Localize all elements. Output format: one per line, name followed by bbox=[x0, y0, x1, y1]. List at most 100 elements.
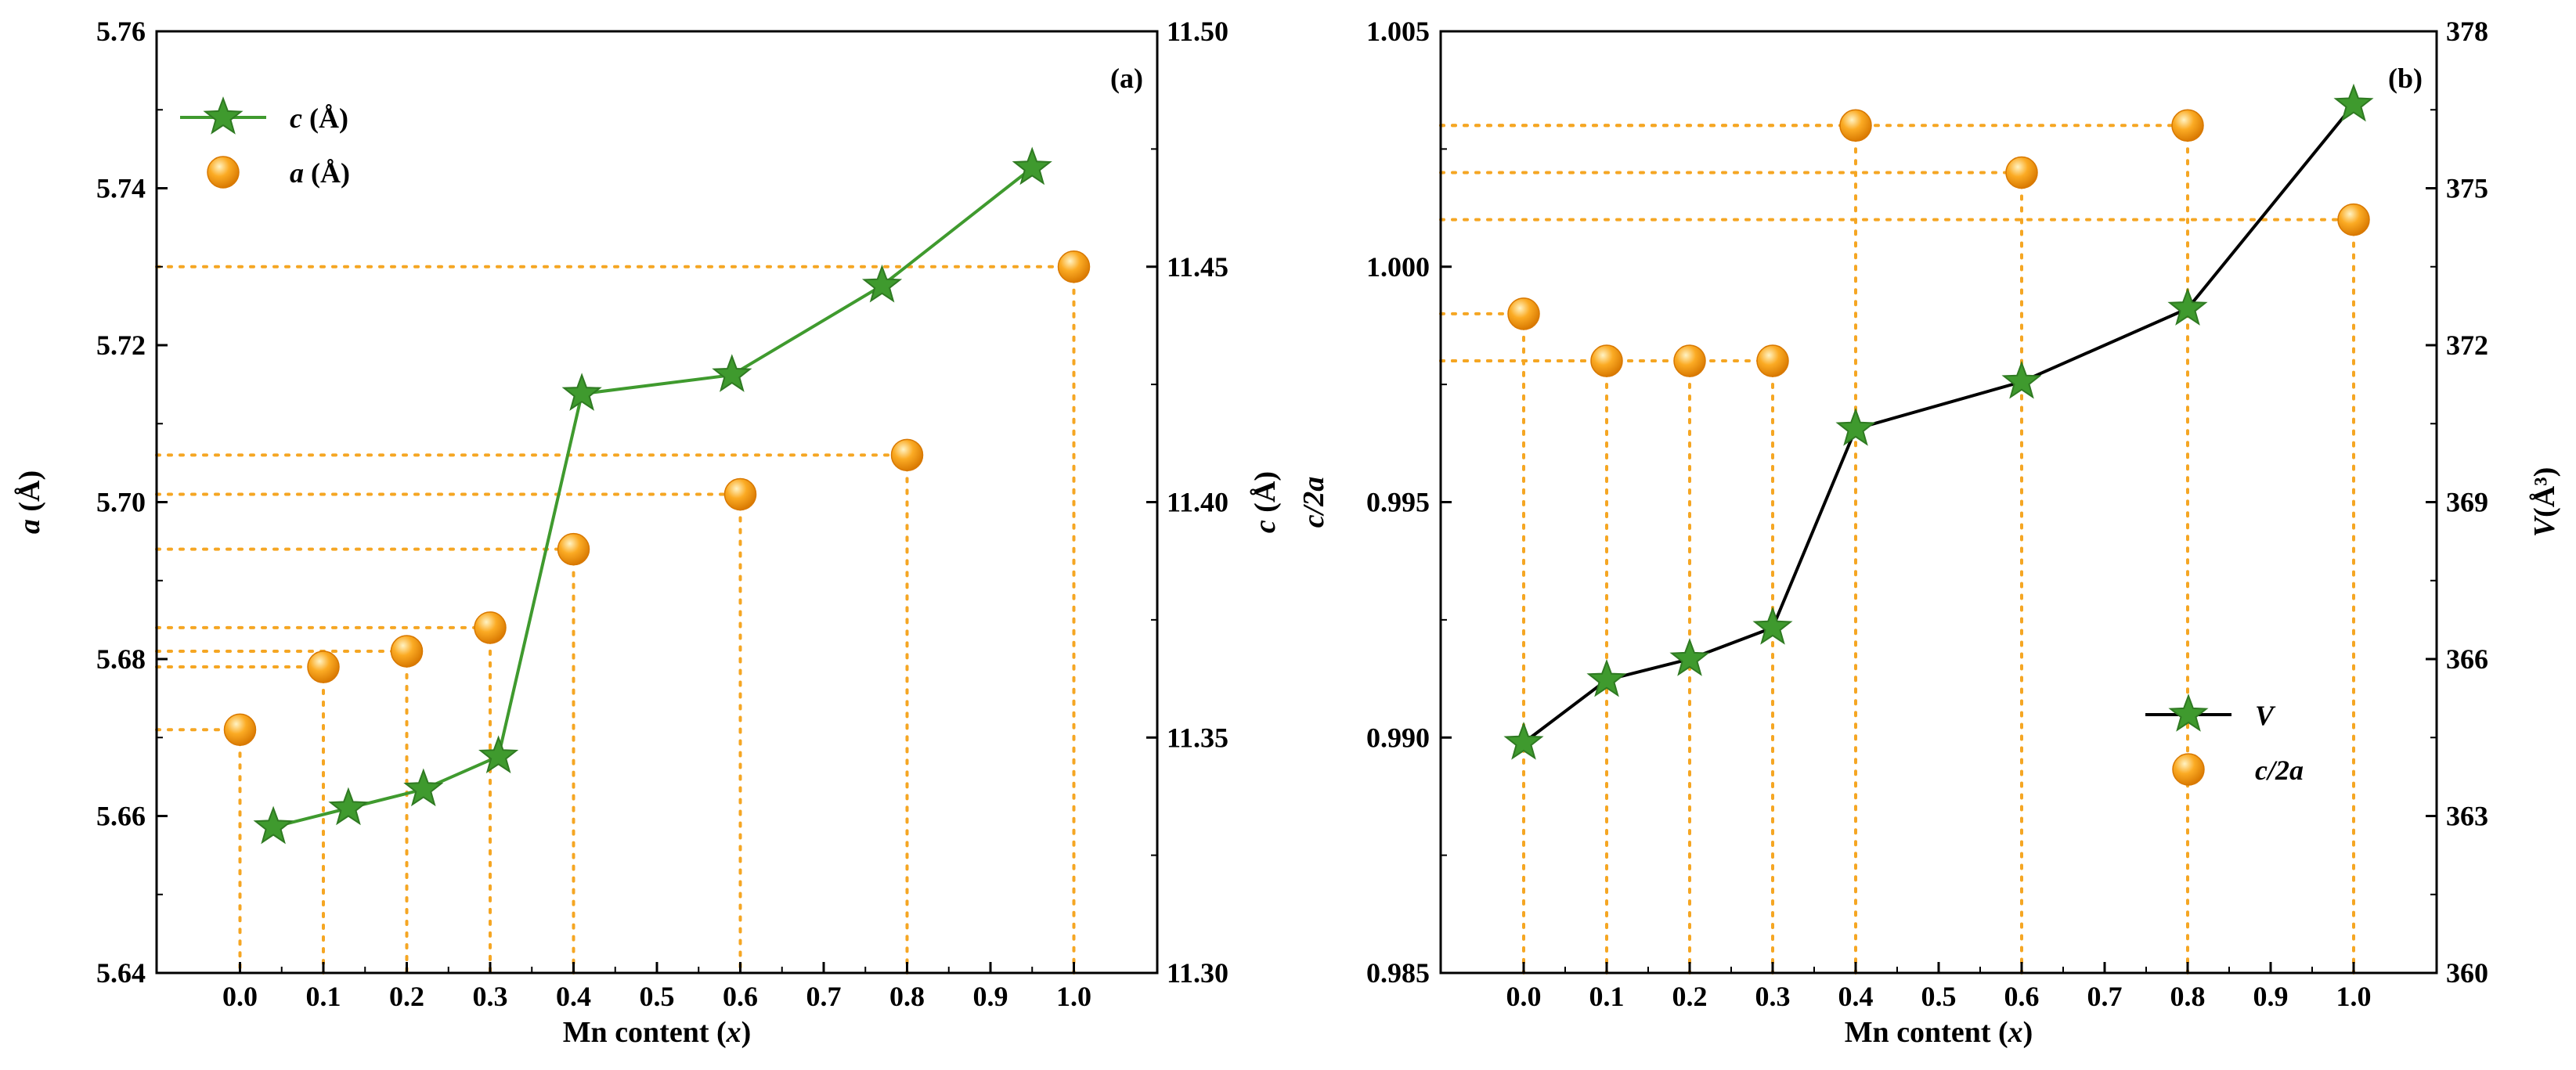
star-point bbox=[1586, 658, 1627, 697]
star-series-line bbox=[1522, 103, 2355, 744]
x-axis-label: Mn content (x) bbox=[563, 1016, 752, 1049]
left-tick-label: 5.66 bbox=[96, 801, 146, 832]
x-tick-label: 0.6 bbox=[2004, 981, 2040, 1012]
legend-label-var: c bbox=[290, 103, 302, 134]
right-tick-label: 372 bbox=[2446, 330, 2488, 361]
right-tick-label: 375 bbox=[2446, 173, 2488, 204]
x-tick-label: 0.5 bbox=[640, 981, 675, 1012]
star-point bbox=[2333, 83, 2374, 122]
sphere-point bbox=[390, 635, 424, 668]
right-tick-label: 11.30 bbox=[1167, 957, 1228, 989]
right-tick-label: 363 bbox=[2446, 801, 2488, 832]
left-tick-label: 0.985 bbox=[1366, 957, 1430, 989]
x-tick-label: 0.0 bbox=[1506, 981, 1542, 1012]
x-tick-label: 0.2 bbox=[389, 981, 424, 1012]
x-tick-label: 0.7 bbox=[2087, 981, 2123, 1012]
x-tick-label: 0.6 bbox=[723, 981, 758, 1012]
left-axis-label: a (Å) bbox=[13, 470, 46, 534]
legend-sphere-marker bbox=[207, 156, 240, 189]
sphere-point bbox=[890, 438, 924, 472]
x-axis-label-close: ) bbox=[2023, 1016, 2033, 1049]
left-tick-label: 1.005 bbox=[1366, 16, 1430, 47]
right-tick-label: 11.50 bbox=[1167, 16, 1228, 47]
star-point bbox=[1752, 607, 1793, 645]
sphere-point bbox=[1839, 109, 1872, 142]
x-axis-label-text: Mn content ( bbox=[563, 1016, 727, 1049]
x-axis-label-text: Mn content ( bbox=[1845, 1016, 2008, 1049]
left-tick-label: 5.68 bbox=[96, 643, 146, 675]
star-point bbox=[478, 735, 519, 774]
left-tick-label: 5.70 bbox=[96, 487, 146, 518]
panel-a-chart: 0.0 0.1 0.2 0.3 0.4 0.5 0.6 0.7 0.8 0.9 1.0 5.64 5.6… bbox=[13, 16, 1282, 1049]
star-point bbox=[328, 787, 369, 826]
legend-label-var: V bbox=[2255, 700, 2276, 731]
right-tick-label: 11.35 bbox=[1167, 722, 1228, 753]
right-axis-label-var: V bbox=[2528, 515, 2561, 537]
legend-label-unit: (Å) bbox=[304, 157, 350, 189]
star-point bbox=[1835, 408, 1876, 446]
left-tick-label: 0.990 bbox=[1366, 722, 1430, 753]
x-tick-label: 0.5 bbox=[1921, 981, 1957, 1012]
panel-b-chart: 0.0 0.1 0.2 0.3 0.4 0.5 0.6 0.7 0.8 0.9 1.0 0.985 0.… bbox=[1297, 16, 2561, 1049]
left-tick-label: 1.000 bbox=[1366, 251, 1430, 283]
x-axis-label-close: ) bbox=[741, 1016, 752, 1049]
legend-label-spheres: a (Å) bbox=[290, 157, 350, 189]
x-tick-label: 0.8 bbox=[889, 981, 925, 1012]
x-tick-label: 0.3 bbox=[473, 981, 508, 1012]
right-axis-label-var: c bbox=[1249, 520, 1282, 533]
star-point bbox=[561, 373, 602, 411]
sphere-point bbox=[1057, 250, 1091, 283]
left-axis-label-var: c/2a bbox=[1297, 477, 1330, 528]
right-tick-label: 11.40 bbox=[1167, 487, 1228, 518]
legend-label-stars: V bbox=[2255, 700, 2276, 731]
x-axis-label: Mn content (x) bbox=[1845, 1016, 2033, 1049]
x-tick-label: 0.7 bbox=[806, 981, 842, 1012]
x-tick-label: 0.4 bbox=[556, 981, 591, 1012]
left-tick-label: 0.995 bbox=[1366, 487, 1430, 518]
right-axis-label: c (Å) bbox=[1249, 471, 1282, 533]
x-tick-label: 1.0 bbox=[1056, 981, 1091, 1012]
sphere-point bbox=[474, 611, 507, 644]
star-point bbox=[712, 354, 752, 392]
star-point bbox=[253, 805, 294, 845]
right-tick-label: 366 bbox=[2446, 643, 2488, 675]
sphere-point bbox=[1673, 344, 1706, 377]
panel-label: (a) bbox=[1110, 63, 1143, 94]
left-axis-label-unit: (Å) bbox=[13, 470, 46, 519]
right-tick-label: 360 bbox=[2446, 957, 2488, 989]
sphere-point bbox=[2337, 203, 2370, 236]
sphere-point bbox=[1507, 297, 1540, 330]
right-axis-label-unit: (Å³) bbox=[2528, 467, 2561, 517]
sphere-point bbox=[557, 532, 590, 566]
star-point bbox=[2001, 360, 2042, 399]
star-point bbox=[403, 768, 444, 807]
x-axis-label-var: x bbox=[726, 1016, 741, 1049]
sphere-point bbox=[723, 477, 757, 511]
guide-lines bbox=[155, 265, 1076, 975]
left-tick-label: 5.74 bbox=[96, 173, 146, 204]
right-tick-label: 369 bbox=[2446, 487, 2488, 518]
x-tick-label: 0.9 bbox=[973, 981, 1008, 1012]
star-point bbox=[1503, 722, 1544, 760]
right-tick-label: 11.45 bbox=[1167, 251, 1228, 283]
x-tick-label: 0.1 bbox=[306, 981, 341, 1012]
sphere-point bbox=[2005, 156, 2038, 189]
right-tick-label: 378 bbox=[2446, 16, 2488, 47]
star-point bbox=[2167, 287, 2208, 326]
x-tick-label: 1.0 bbox=[2336, 981, 2372, 1012]
star-point bbox=[1669, 638, 1710, 676]
x-tick-label: 0.2 bbox=[1672, 981, 1708, 1012]
left-axis-label: c/2a bbox=[1297, 477, 1330, 528]
legend-label-var: c/2a bbox=[2255, 755, 2304, 786]
right-axis-label: V(Å³) bbox=[2528, 467, 2561, 538]
x-tick-label: 0.0 bbox=[222, 981, 258, 1012]
x-tick-label: 0.8 bbox=[2170, 981, 2206, 1012]
x-tick-label: 0.3 bbox=[1755, 981, 1791, 1012]
x-axis-label-var: x bbox=[2008, 1016, 2023, 1049]
left-tick-label: 5.72 bbox=[96, 330, 146, 361]
right-axis-label-unit: (Å) bbox=[1249, 471, 1282, 520]
star-point bbox=[1012, 146, 1052, 186]
left-axis-label-var: a bbox=[13, 519, 46, 534]
left-tick-label: 5.76 bbox=[96, 16, 146, 47]
legend-sphere-marker bbox=[2172, 753, 2205, 786]
